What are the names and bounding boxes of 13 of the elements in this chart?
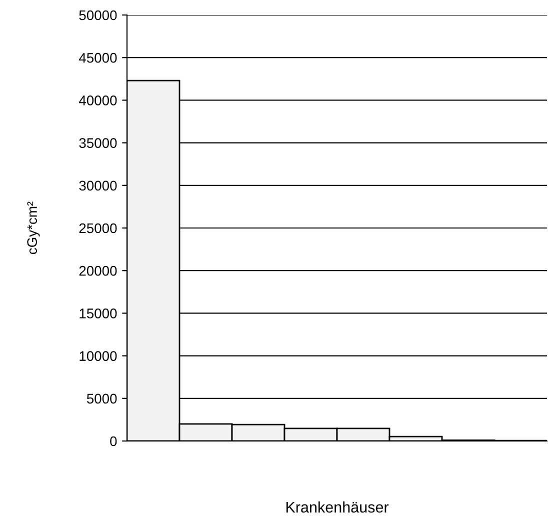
y-tick-label: 40000	[78, 96, 117, 106]
y-tick-label: 30000	[79, 180, 117, 191]
y-tick-label: 45000	[78, 52, 117, 63]
y-tick-label: 25000	[79, 223, 117, 234]
y-tick-label: 20000	[79, 266, 117, 276]
y-tick-label: 15000	[80, 308, 117, 318]
x-axis-title: Krankenhäuser	[286, 501, 389, 513]
y-tick-label: 0	[110, 436, 117, 446]
y-axis-title: cGy*cm²	[27, 202, 40, 254]
y-tick-label: 35000	[79, 138, 117, 148]
y-tick-label: 5000	[86, 394, 117, 404]
y-tick-label: 50000	[79, 10, 117, 20]
y-tick-label: 10000	[80, 351, 117, 361]
